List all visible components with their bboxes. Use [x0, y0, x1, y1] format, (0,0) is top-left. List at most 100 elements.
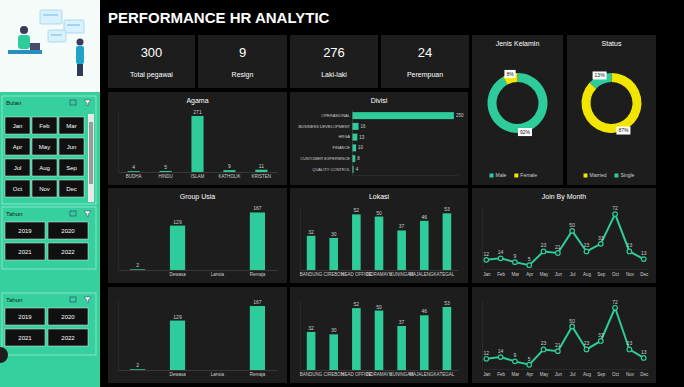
- slicer-button[interactable]: 2022: [48, 243, 88, 260]
- data-label: 129: [173, 314, 182, 320]
- tick: May: [540, 372, 549, 377]
- tick-label: Sep: [597, 272, 606, 277]
- slicer-button-label[interactable]: 2019: [18, 314, 32, 320]
- slicer-button-label[interactable]: Jun: [67, 144, 77, 150]
- dashboard-title: PERFORMANCE HR ANALYTIC: [108, 9, 330, 26]
- slicer-button[interactable]: 2020: [48, 308, 88, 325]
- slicer-button-label[interactable]: Jan: [13, 123, 23, 129]
- illustration-desk: [8, 50, 42, 54]
- slicer-button[interactable]: Jan: [5, 117, 30, 134]
- slicer-button-box[interactable]: [48, 222, 88, 239]
- slicer-button[interactable]: Dec: [59, 180, 84, 197]
- slicer-button-label[interactable]: Oct: [13, 186, 23, 192]
- bar: [307, 332, 316, 370]
- axis-line: [300, 209, 301, 271]
- bar-chart: Group Usia2129167DewasaLansiaRemaja: [108, 188, 287, 283]
- slicer-button[interactable]: 2021: [5, 329, 45, 346]
- slicer-button[interactable]: Feb: [32, 117, 57, 134]
- slicer-button-label[interactable]: Nov: [39, 186, 50, 192]
- slicer-button-label[interactable]: Apr: [13, 144, 22, 150]
- slicer-button-box[interactable]: [5, 222, 45, 239]
- scrollbar-track[interactable]: [88, 114, 94, 202]
- tick-label: Remaja: [250, 372, 266, 377]
- kpi-value: 9: [239, 45, 246, 60]
- slicer-button[interactable]: 2020: [48, 222, 88, 239]
- data-label: 14: [498, 249, 504, 255]
- slicer-multiselect-icon[interactable]: [70, 297, 76, 302]
- slicer-button-label[interactable]: Jul: [14, 165, 22, 171]
- slicer-clear-filter-icon[interactable]: [84, 211, 91, 217]
- slicer-button-box[interactable]: [48, 329, 88, 346]
- bar-chart: Divisi25016131084OPERASIONALBUSINESS DEV…: [290, 92, 468, 185]
- bar: [375, 217, 384, 270]
- slicer-button[interactable]: Mar: [59, 117, 84, 134]
- slicer-button-label[interactable]: 2021: [18, 249, 32, 255]
- data-label: 10: [358, 145, 364, 150]
- bar: [329, 334, 338, 370]
- slicer-button[interactable]: Sep: [59, 159, 84, 176]
- slicer-button-box[interactable]: [5, 308, 45, 325]
- tick-label: May: [540, 372, 549, 377]
- slicer-button[interactable]: May: [32, 138, 57, 155]
- illustration-person: [18, 35, 30, 49]
- slicer-button-label[interactable]: 2021: [18, 335, 32, 341]
- slicer-button[interactable]: Nov: [32, 180, 57, 197]
- slicer-clear-filter-icon[interactable]: [84, 297, 91, 303]
- slicer-button-box[interactable]: [5, 243, 45, 260]
- slicer-button-box[interactable]: [32, 138, 57, 155]
- slicer-button-box[interactable]: [59, 159, 84, 176]
- slicer-button-box[interactable]: [5, 138, 30, 155]
- marker: [556, 349, 561, 354]
- slicer-button-label[interactable]: 2020: [61, 314, 75, 320]
- slicer-button-box[interactable]: [5, 180, 30, 197]
- slicer-button[interactable]: Aug: [32, 159, 57, 176]
- scrollbar-thumb[interactable]: [89, 122, 93, 184]
- slicer-button-label[interactable]: 2019: [18, 228, 32, 234]
- x-axis: BANDUNGCIREBONHEAD OFFICEINDRAMAYUKUNING…: [300, 271, 459, 278]
- tick: Mar: [512, 372, 520, 377]
- axis-line: [482, 209, 483, 270]
- slicer-button-box[interactable]: [59, 138, 84, 155]
- tick: BANDUNG: [300, 372, 323, 377]
- slicer-button-label[interactable]: Feb: [39, 123, 50, 129]
- tick: Dec: [640, 372, 649, 377]
- bar: [160, 171, 172, 172]
- slicer-button-label[interactable]: May: [39, 144, 50, 150]
- slicer-clear-filter-icon[interactable]: [84, 100, 91, 106]
- slicer-button-label[interactable]: 2020: [61, 228, 75, 234]
- slicer-button[interactable]: 2019: [5, 308, 45, 325]
- slicer-button-box[interactable]: [32, 159, 57, 176]
- slicer-button-box[interactable]: [5, 117, 30, 134]
- slicer-button-box[interactable]: [32, 180, 57, 197]
- slicer-button[interactable]: 2022: [48, 329, 88, 346]
- data-label: 2: [136, 362, 139, 368]
- slicer-button[interactable]: Oct: [5, 180, 30, 197]
- slicer-button-box[interactable]: [48, 308, 88, 325]
- slicer-button-label[interactable]: 2022: [61, 335, 75, 341]
- slicer-button-label[interactable]: Aug: [39, 165, 50, 171]
- slicer-button-box[interactable]: [5, 159, 30, 176]
- slicer-multiselect-icon[interactable]: [70, 211, 76, 216]
- bar-chart: 2129167DewasaLansiaRemaja: [108, 287, 287, 383]
- slicer-button-box[interactable]: [5, 329, 45, 346]
- slicer-button-label[interactable]: Mar: [66, 123, 76, 129]
- illustration-line: [51, 35, 62, 36]
- slicer-button[interactable]: 2021: [5, 243, 45, 260]
- slicer-button-label[interactable]: 2022: [61, 249, 75, 255]
- slicer-button-box[interactable]: [59, 117, 84, 134]
- tick: KATHOLIK: [218, 174, 240, 179]
- slicer-button-box[interactable]: [48, 243, 88, 260]
- slicer-button[interactable]: Jun: [59, 138, 84, 155]
- slicer-button[interactable]: Apr: [5, 138, 30, 155]
- slicer-button[interactable]: Jul: [5, 159, 30, 176]
- marker: [556, 251, 561, 256]
- slicer-multiselect-icon[interactable]: [70, 100, 76, 105]
- slicer-button-label[interactable]: Dec: [66, 186, 77, 192]
- slicer: Tahun2019202020212022: [2, 207, 96, 269]
- slicer-button-box[interactable]: [32, 117, 57, 134]
- slicer-button-box[interactable]: [59, 180, 84, 197]
- tick-label: Mar: [512, 372, 520, 377]
- slicer-button[interactable]: 2019: [5, 222, 45, 239]
- slicer-button-label[interactable]: Sep: [66, 165, 77, 171]
- tick: Sep: [597, 272, 606, 277]
